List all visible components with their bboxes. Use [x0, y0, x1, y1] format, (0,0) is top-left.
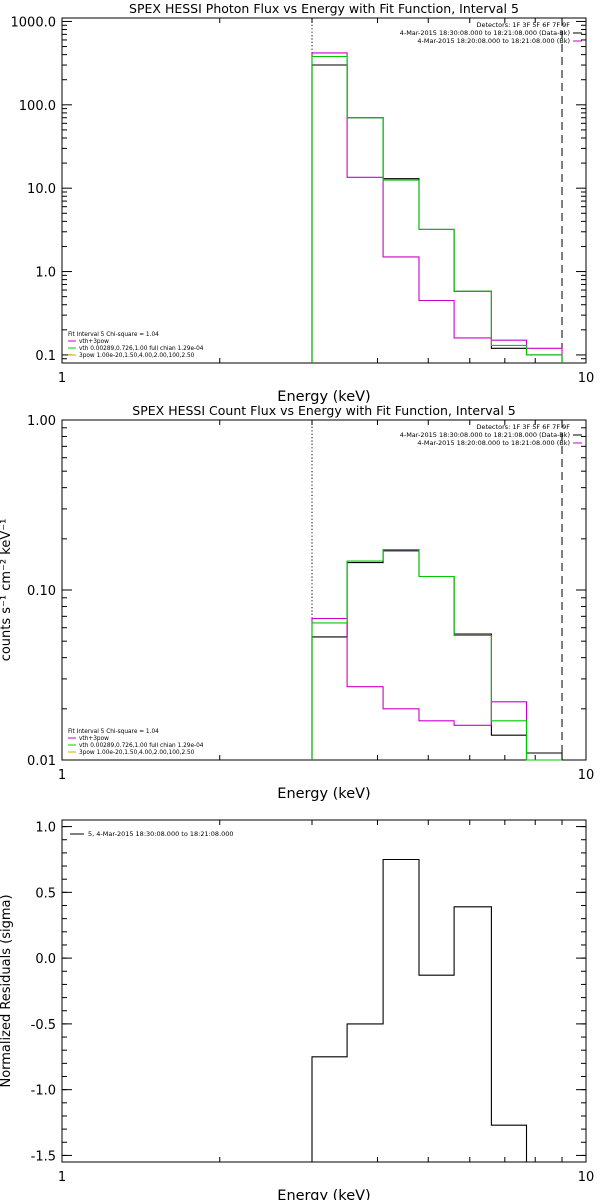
x-tick-label: 1 [58, 371, 66, 386]
y-tick-label: 1.0 [35, 821, 56, 836]
series-0-step-line [311, 858, 528, 1162]
y-tick-label: 0.01 [27, 754, 56, 769]
y-tick-label: 0.5 [35, 886, 56, 901]
info-line: 4-Mar-2015 18:30:08.000 to 18:21:08.000 … [400, 431, 570, 439]
y-tick-label: -0.5 [31, 1018, 56, 1033]
y-tick-label: 1.0 [35, 266, 56, 281]
x-tick-label: 1 [58, 768, 66, 783]
plot-frame [61, 819, 587, 1163]
y-tick-label: 0.1 [35, 349, 56, 364]
fit-note: Fit Interval 5 Chi-square = 1.04 [68, 729, 159, 735]
fit-note: vth+3pow [79, 736, 109, 742]
x-axis-label: Energy (keV) [277, 389, 370, 405]
info-line: 4-Mar-2015 18:30:08.000 to 18:21:08.000 … [400, 29, 570, 37]
x-tick-label: 10 [578, 768, 595, 783]
y-tick-label: 0.0 [35, 952, 56, 967]
series-2-step-line [311, 548, 562, 761]
y-axis-label: counts s⁻¹ cm⁻² keV⁻¹ [0, 519, 14, 662]
series-0-step-line [311, 550, 563, 760]
series-2-step-line [311, 55, 563, 363]
plot-frame [61, 17, 587, 364]
fit-note: vth 0.00289,0.726,1.00 full chian 1.29e-… [79, 346, 204, 352]
info-line: 4-Mar-2015 18:20:08.000 to 18:21:08.000 … [417, 37, 570, 45]
y-tick-label: -1.5 [31, 1149, 56, 1164]
series-1-step-line [311, 52, 563, 363]
x-axis-label: Energy (keV) [277, 1188, 370, 1200]
y-tick-label: 10.0 [27, 182, 56, 197]
x-axis-label: Energy (keV) [277, 786, 370, 802]
fit-note: 3pow 1.00e-20,1.50,4.00,2.00,100,2.50 [79, 353, 195, 359]
chart-title: SPEX HESSI Photon Flux vs Energy with Fi… [129, 1, 519, 16]
x-tick-label: 10 [578, 1170, 595, 1185]
x-tick-label: 10 [578, 371, 595, 386]
y-tick-label: 1.00 [27, 414, 56, 429]
series-1-step-line [311, 617, 562, 761]
legend-label: 5, 4-Mar-2015 18:30:08.000 to 18:21:08.0… [88, 830, 234, 838]
fit-note: vth+3pow [79, 339, 109, 345]
y-tick-label: 1000.0 [11, 15, 57, 30]
y-tick-label: 100.0 [19, 99, 56, 114]
info-line: 4-Mar-2015 18:20:08.000 to 18:21:08.000 … [417, 439, 570, 447]
info-line: Detectors: 1F 3F 5F 6F 7F 9F [476, 21, 570, 29]
series-0-step-line [311, 64, 563, 363]
y-axis-label: Normalized Residuals (sigma) [0, 894, 14, 1087]
fit-note: 3pow 1.00e-20,1.50,4.00,2.00,100,2.50 [79, 750, 195, 756]
x-tick-label: 1 [58, 1170, 66, 1185]
fit-note: vth 0.00289,0.726,1.00 full chian 1.29e-… [79, 743, 204, 749]
y-tick-label: 0.10 [27, 584, 56, 599]
info-line: Detectors: 1F 3F 5F 6F 7F 9F [476, 423, 570, 431]
chart-title: SPEX HESSI Count Flux vs Energy with Fit… [132, 403, 515, 418]
plot-frame [61, 419, 587, 761]
fit-note: Fit Interval 5 Chi-square = 1.04 [68, 332, 159, 338]
y-tick-label: -1.0 [31, 1084, 56, 1099]
